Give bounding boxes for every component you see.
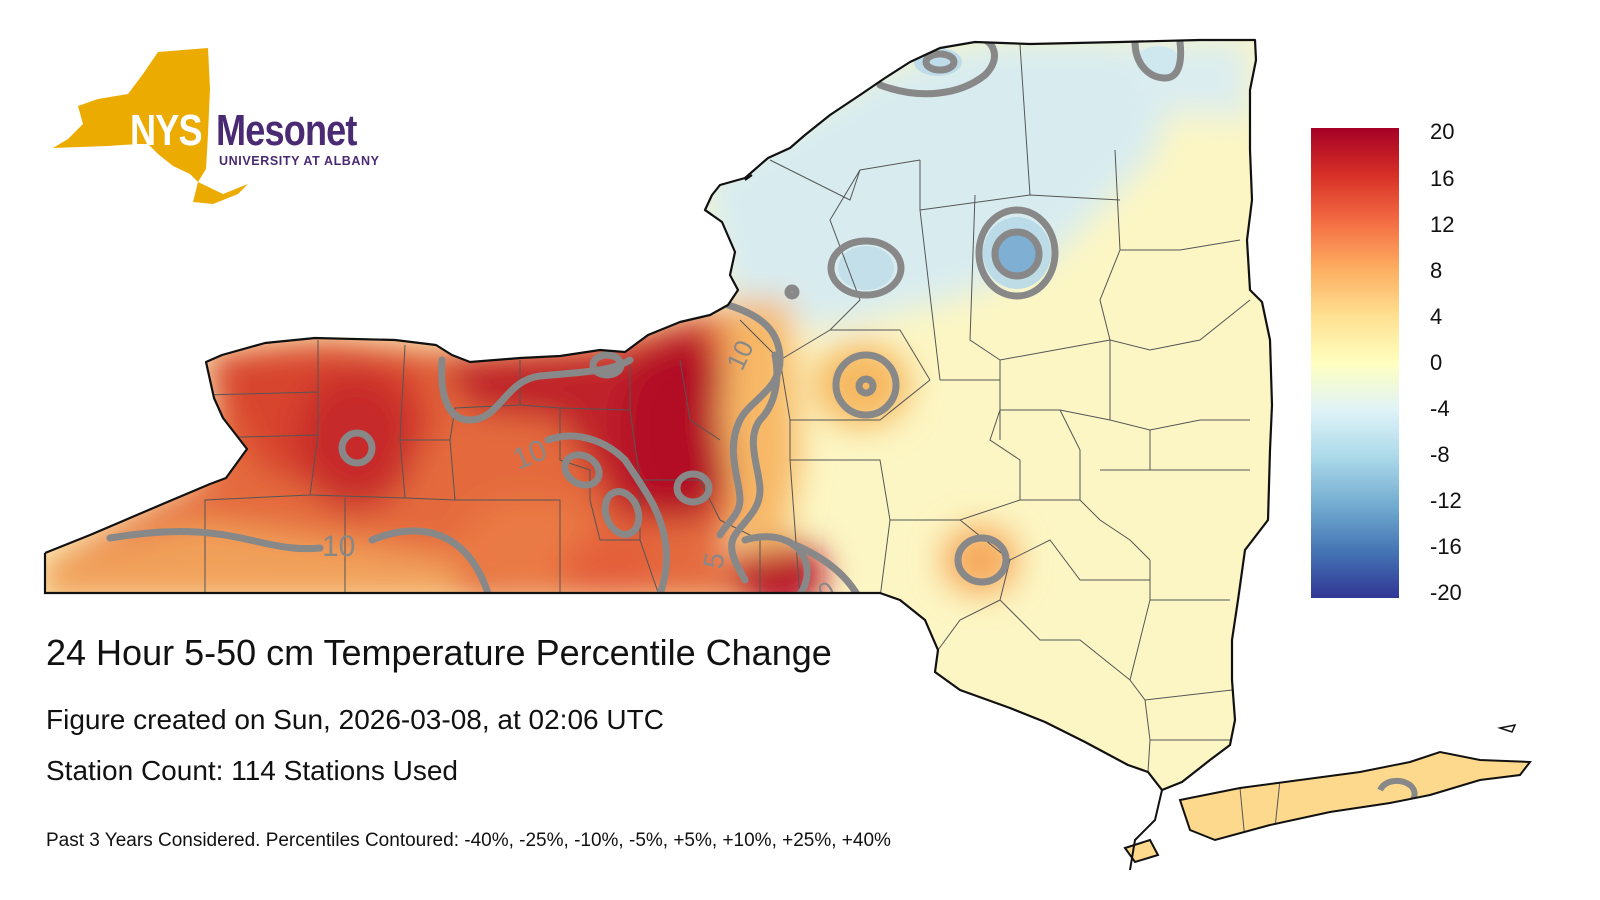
map-cutoff — [40, 594, 880, 634]
contour-label: 10 — [322, 530, 355, 563]
colorbar-tick: 20 — [1430, 119, 1455, 144]
colorbar-tick: 0 — [1430, 350, 1443, 375]
logo-nys-text: NYS — [130, 106, 203, 155]
state-southern-border — [43, 553, 860, 595]
created-timestamp: Figure created on Sun, 2026-03-08, at 02… — [46, 704, 664, 735]
long-island-silhouette-icon — [193, 182, 248, 204]
state-outline — [44, 38, 1274, 792]
colorbar-tick: 16 — [1430, 166, 1455, 191]
colorbar-tick: 12 — [1430, 212, 1455, 237]
long-island-outline — [1123, 750, 1532, 864]
hudson-outline — [1129, 789, 1163, 871]
contour-lines — [106, 40, 1185, 604]
colorbar-tick: -16 — [1430, 534, 1462, 559]
footnote: Past 3 Years Considered. Percentiles Con… — [46, 830, 891, 851]
station-count: Station Count: 114 Stations Used — [46, 755, 458, 786]
colorbar-tick: -8 — [1430, 442, 1450, 467]
nys-mesonet-logo — [53, 48, 248, 204]
colorbar-tick: 4 — [1430, 304, 1443, 329]
logo-subtitle: UNIVERSITY AT ALBANY — [219, 154, 380, 168]
fishers-island-outline — [1497, 723, 1517, 733]
colorbar — [1311, 128, 1399, 598]
colorbar-tick: 8 — [1430, 258, 1443, 283]
logo-mesonet-text: Mesonet — [216, 106, 357, 155]
colorbar-tick: -12 — [1430, 488, 1462, 513]
map-title: 24 Hour 5-50 cm Temperature Percentile C… — [46, 632, 832, 673]
colorbar-tick: -4 — [1430, 396, 1450, 421]
county-boundaries — [204, 44, 1251, 773]
islands-outline — [704, 174, 753, 216]
colorbar-tick: -20 — [1430, 580, 1462, 605]
state-silhouette-icon — [53, 48, 210, 182]
contour-label: 5 — [697, 550, 730, 571]
